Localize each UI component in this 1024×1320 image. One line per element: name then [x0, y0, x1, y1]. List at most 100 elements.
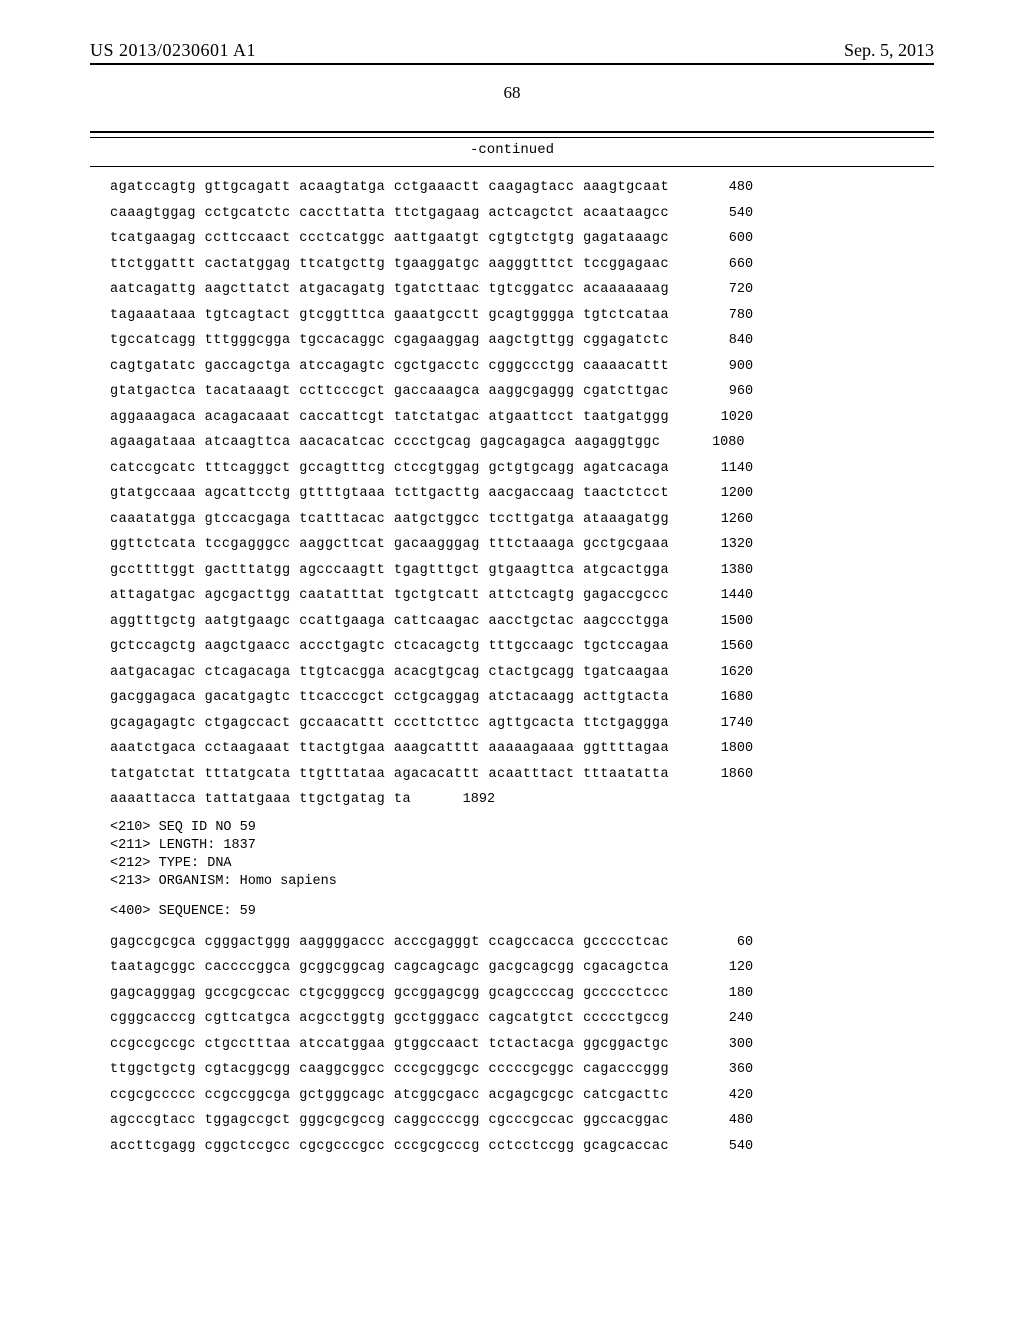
sequence-position: 540: [693, 1140, 753, 1154]
sequence-position: 1680: [693, 691, 753, 705]
sequence-row: cgggcacccg cgttcatgca acgcctggtg gcctggg…: [110, 1012, 934, 1026]
sequence-row: aatgacagac ctcagacaga ttgtcacgga acacgtg…: [110, 666, 934, 680]
sequence-row: tatgatctat tttatgcata ttgtttataa agacaca…: [110, 768, 934, 782]
sequence-text: taatagcggc caccccggca gcggcggcag cagcagc…: [110, 961, 669, 975]
sequence-row: ggttctcata tccgagggcc aaggcttcat gacaagg…: [110, 538, 934, 552]
sequence-row: gctccagctg aagctgaacc accctgagtc ctcacag…: [110, 640, 934, 654]
sequence-position: 1260: [693, 513, 753, 527]
sequence-text: aggaaagaca acagacaaat caccattcgt tatctat…: [110, 411, 669, 425]
sequence-text: gagccgcgca cgggactggg aaggggaccc acccgag…: [110, 936, 669, 950]
sequence-position: 360: [693, 1063, 753, 1077]
sequence-position: 1620: [693, 666, 753, 680]
sequence-row: ccgccgccgc ctgcctttaa atccatggaa gtggcca…: [110, 1038, 934, 1052]
meta-seq-id: <210> SEQ ID NO 59: [110, 819, 934, 837]
sequence-position: 300: [693, 1038, 753, 1052]
sequence-text: agatccagtg gttgcagatt acaagtatga cctgaaa…: [110, 181, 669, 195]
sequence-row: aaaattacca tattatgaaa ttgctgatag ta 1892: [110, 793, 934, 807]
sequence-text: gagcagggag gccgcgccac ctgcgggccg gccggag…: [110, 987, 669, 1001]
sequence-position: 1440: [693, 589, 753, 603]
sequence-position: 1800: [693, 742, 753, 756]
sequence-row: tagaaataaa tgtcagtact gtcggtttca gaaatgc…: [110, 309, 934, 323]
sequence-position: 480: [693, 181, 753, 195]
sequence-position: 1500: [693, 615, 753, 629]
sequence-metadata: <210> SEQ ID NO 59 <211> LENGTH: 1837 <2…: [110, 819, 934, 922]
sequence-position: 540: [693, 207, 753, 221]
sequence-position: 1892: [435, 793, 495, 807]
sequence-row: agaagataaa atcaagttca aacacatcac cccctgc…: [110, 436, 934, 450]
sequence-row: taatagcggc caccccggca gcggcggcag cagcagc…: [110, 961, 934, 975]
sequence-position: 120: [693, 961, 753, 975]
sequence-block-1: agatccagtg gttgcagatt acaagtatga cctgaaa…: [110, 181, 934, 807]
meta-sequence: <400> SEQUENCE: 59: [110, 903, 934, 921]
meta-organism: <213> ORGANISM: Homo sapiens: [110, 873, 934, 891]
sequence-position: 1020: [693, 411, 753, 425]
sequence-position: 1320: [693, 538, 753, 552]
sequence-row: gtatgactca tacataaagt ccttcccgct gaccaaa…: [110, 385, 934, 399]
sequence-text: accttcgagg cggctccgcc cgcgcccgcc cccgcgc…: [110, 1140, 669, 1154]
sequence-row: gccttttggt gactttatgg agcccaagtt tgagttt…: [110, 564, 934, 578]
sequence-text: agcccgtacc tggagccgct gggcgcgccg caggccc…: [110, 1114, 669, 1128]
sequence-text: aaatctgaca cctaagaaat ttactgtgaa aaagcat…: [110, 742, 669, 756]
sequence-position: 1740: [693, 717, 753, 731]
sequence-position: 1560: [693, 640, 753, 654]
sequence-row: ttggctgctg cgtacggcgg caaggcggcc cccgcgg…: [110, 1063, 934, 1077]
sequence-row: gagccgcgca cgggactggg aaggggaccc acccgag…: [110, 936, 934, 950]
sequence-text: tatgatctat tttatgcata ttgtttataa agacaca…: [110, 768, 669, 782]
sequence-row: gagcagggag gccgcgccac ctgcgggccg gccggag…: [110, 987, 934, 1001]
sequence-position: 720: [693, 283, 753, 297]
sequence-text: ggttctcata tccgagggcc aaggcttcat gacaagg…: [110, 538, 669, 552]
sequence-text: gccttttggt gactttatgg agcccaagtt tgagttt…: [110, 564, 669, 578]
sequence-row: caaagtggag cctgcatctc caccttatta ttctgag…: [110, 207, 934, 221]
sequence-position: 960: [693, 385, 753, 399]
sequence-text: gacggagaca gacatgagtc ttcacccgct cctgcag…: [110, 691, 669, 705]
sequence-position: 780: [693, 309, 753, 323]
sequence-text: caaatatgga gtccacgaga tcatttacac aatgctg…: [110, 513, 669, 527]
sequence-text: ccgcgccccc ccgccggcga gctgggcagc atcggcg…: [110, 1089, 669, 1103]
sequence-text: tcatgaagag ccttccaact ccctcatggc aattgaa…: [110, 232, 669, 246]
sequence-row: attagatgac agcgacttgg caatatttat tgctgtc…: [110, 589, 934, 603]
sequence-position: 900: [693, 360, 753, 374]
sequence-text: tgccatcagg tttgggcgga tgccacaggc cgagaag…: [110, 334, 669, 348]
sequence-row: aggtttgctg aatgtgaagc ccattgaaga cattcaa…: [110, 615, 934, 629]
sequence-text: gcagagagtc ctgagccact gccaacattt cccttct…: [110, 717, 669, 731]
sequence-position: 240: [693, 1012, 753, 1026]
sequence-text: tagaaataaa tgtcagtact gtcggtttca gaaatgc…: [110, 309, 669, 323]
sequence-row: catccgcatc tttcagggct gccagtttcg ctccgtg…: [110, 462, 934, 476]
sequence-row: agatccagtg gttgcagatt acaagtatga cctgaaa…: [110, 181, 934, 195]
patent-page: US 2013/0230601 A1 Sep. 5, 2013 68 -cont…: [0, 0, 1024, 1320]
sequence-block-2: gagccgcgca cgggactggg aaggggaccc acccgag…: [110, 936, 934, 1154]
sequence-position: 1200: [693, 487, 753, 501]
sequence-row: aggaaagaca acagacaaat caccattcgt tatctat…: [110, 411, 934, 425]
sequence-text: agaagataaa atcaagttca aacacatcac cccctgc…: [110, 436, 660, 450]
publication-date: Sep. 5, 2013: [844, 40, 934, 61]
sequence-text: cgggcacccg cgttcatgca acgcctggtg gcctggg…: [110, 1012, 669, 1026]
sequence-row: cagtgatatc gaccagctga atccagagtc cgctgac…: [110, 360, 934, 374]
sequence-row: gtatgccaaa agcattcctg gttttgtaaa tcttgac…: [110, 487, 934, 501]
sequence-text: aatcagattg aagcttatct atgacagatg tgatctt…: [110, 283, 669, 297]
sequence-position: 1860: [693, 768, 753, 782]
sequence-position: 480: [693, 1114, 753, 1128]
page-header: US 2013/0230601 A1 Sep. 5, 2013: [90, 40, 934, 65]
sequence-text: caaagtggag cctgcatctc caccttatta ttctgag…: [110, 207, 669, 221]
sequence-text: ttctggattt cactatggag ttcatgcttg tgaagga…: [110, 258, 669, 272]
sequence-row: aaatctgaca cctaagaaat ttactgtgaa aaagcat…: [110, 742, 934, 756]
meta-type: <212> TYPE: DNA: [110, 855, 934, 873]
sequence-position: 1080: [684, 436, 744, 450]
continued-label: -continued: [90, 142, 934, 158]
sequence-text: gctccagctg aagctgaacc accctgagtc ctcacag…: [110, 640, 669, 654]
sequence-row: gacggagaca gacatgagtc ttcacccgct cctgcag…: [110, 691, 934, 705]
sequence-row: aatcagattg aagcttatct atgacagatg tgatctt…: [110, 283, 934, 297]
rule-thin: [90, 166, 934, 167]
sequence-position: 840: [693, 334, 753, 348]
sequence-text: aaaattacca tattatgaaa ttgctgatag ta: [110, 793, 411, 807]
sequence-position: 180: [693, 987, 753, 1001]
sequence-position: 600: [693, 232, 753, 246]
sequence-position: 60: [693, 936, 753, 950]
sequence-text: ccgccgccgc ctgcctttaa atccatggaa gtggcca…: [110, 1038, 669, 1052]
sequence-text: cagtgatatc gaccagctga atccagagtc cgctgac…: [110, 360, 669, 374]
sequence-text: catccgcatc tttcagggct gccagtttcg ctccgtg…: [110, 462, 669, 476]
sequence-position: 660: [693, 258, 753, 272]
sequence-row: tgccatcagg tttgggcgga tgccacaggc cgagaag…: [110, 334, 934, 348]
meta-length: <211> LENGTH: 1837: [110, 837, 934, 855]
sequence-text: gtatgccaaa agcattcctg gttttgtaaa tcttgac…: [110, 487, 669, 501]
